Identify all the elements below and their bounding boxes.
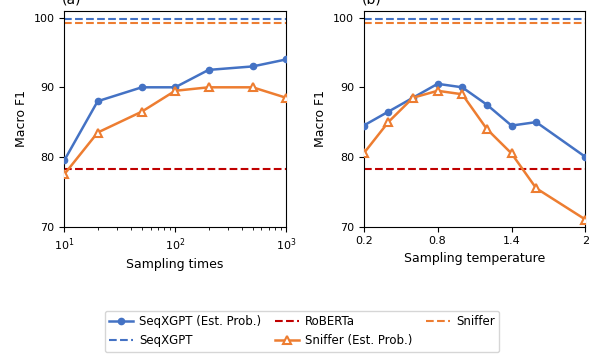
Y-axis label: Macro F1: Macro F1	[15, 90, 28, 147]
Y-axis label: Macro F1: Macro F1	[315, 90, 327, 147]
X-axis label: Sampling temperature: Sampling temperature	[404, 252, 545, 265]
Sniffer (Est. Prob.)	[458, 92, 466, 96]
SeqXGPT (Est. Prob.)	[60, 158, 68, 163]
Sniffer (Est. Prob.)	[410, 96, 417, 100]
Sniffer (Est. Prob.)	[483, 127, 490, 131]
Sniffer (Est. Prob.)	[434, 89, 441, 93]
SeqXGPT (Est. Prob.)	[138, 85, 146, 90]
Sniffer (Est. Prob.)	[385, 120, 392, 124]
SeqXGPT (Est. Prob.)	[94, 99, 101, 103]
Sniffer (Est. Prob.)	[360, 151, 367, 156]
Text: (b): (b)	[361, 0, 381, 6]
SeqXGPT (Est. Prob.)	[249, 64, 256, 69]
SeqXGPT (Est. Prob.)	[533, 120, 540, 124]
Sniffer (Est. Prob.)	[60, 172, 68, 176]
SeqXGPT (Est. Prob.)	[508, 124, 515, 128]
Sniffer (Est. Prob.)	[582, 217, 589, 222]
SeqXGPT (Est. Prob.)	[283, 57, 290, 62]
SeqXGPT (Est. Prob.)	[172, 85, 179, 90]
Sniffer (Est. Prob.)	[508, 151, 515, 156]
Line: Sniffer (Est. Prob.): Sniffer (Est. Prob.)	[60, 83, 290, 179]
SeqXGPT (Est. Prob.)	[434, 82, 441, 86]
Line: Sniffer (Est. Prob.): Sniffer (Est. Prob.)	[359, 87, 590, 224]
SeqXGPT (Est. Prob.)	[410, 96, 417, 100]
Line: SeqXGPT (Est. Prob.): SeqXGPT (Est. Prob.)	[361, 81, 588, 160]
Legend: SeqXGPT (Est. Prob.), SeqXGPT, RoBERTa, Sniffer (Est. Prob.), Sniffer: SeqXGPT (Est. Prob.), SeqXGPT, RoBERTa, …	[104, 311, 500, 352]
Sniffer (Est. Prob.)	[283, 96, 290, 100]
SeqXGPT (Est. Prob.)	[360, 124, 367, 128]
Sniffer (Est. Prob.)	[138, 110, 146, 114]
SeqXGPT (Est. Prob.)	[483, 102, 490, 107]
Sniffer (Est. Prob.)	[94, 130, 101, 135]
Line: SeqXGPT (Est. Prob.): SeqXGPT (Est. Prob.)	[61, 56, 289, 164]
Text: (a): (a)	[62, 0, 82, 6]
SeqXGPT (Est. Prob.)	[205, 68, 212, 72]
SeqXGPT (Est. Prob.)	[458, 85, 466, 90]
Sniffer (Est. Prob.)	[205, 85, 212, 90]
Sniffer (Est. Prob.)	[172, 89, 179, 93]
X-axis label: Sampling times: Sampling times	[126, 258, 224, 271]
SeqXGPT (Est. Prob.)	[385, 110, 392, 114]
SeqXGPT (Est. Prob.)	[582, 155, 589, 159]
Sniffer (Est. Prob.)	[533, 186, 540, 190]
Sniffer (Est. Prob.)	[249, 85, 256, 90]
